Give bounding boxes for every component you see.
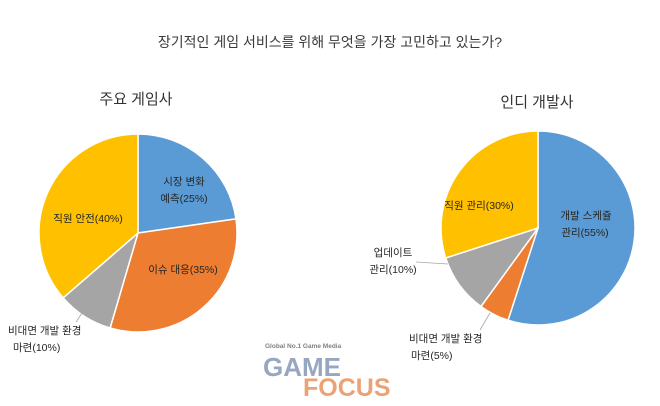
game-focus-logo: Global No.1 Game Media GAME FOCUS <box>263 343 391 402</box>
data-label-major-1: 시장 변화 <box>163 176 205 188</box>
pie-title-major-publishers: 주요 게임사 <box>99 91 172 108</box>
data-label-major-3: 마련(10%) <box>13 342 60 354</box>
data-label-major-3: 비대면 개발 환경 <box>8 324 81 337</box>
logo-word-game: GAME <box>263 352 341 382</box>
leader-line-major-3 <box>75 312 83 323</box>
data-label-indie-3: 업데이트 <box>374 246 413 259</box>
data-label-indie-4: 직원 관리(30%) <box>444 200 514 212</box>
pie-slice-major-1 <box>137 133 237 234</box>
data-label-indie-2: 마련(5%) <box>411 350 453 362</box>
data-label-indie-2: 비대면 개발 환경 <box>409 332 482 345</box>
logo-word-focus: FOCUS <box>303 374 391 402</box>
chart-title: 장기적인 게임 서비스를 위해 무엇을 가장 고민하고 있는가? <box>158 34 502 50</box>
data-label-indie-3: 관리(10%) <box>369 264 416 276</box>
data-label-major-2: 이슈 대응(35%) <box>148 264 218 276</box>
data-label-major-4: 직원 안전(40%) <box>53 213 123 225</box>
data-label-major-1: 예측(25%) <box>160 192 207 205</box>
leader-lines-indie-developers <box>415 261 491 331</box>
pie-slices-major-publishers <box>38 133 238 333</box>
data-label-indie-1: 관리(55%) <box>561 227 608 239</box>
pie-slices-indie-developers <box>440 130 636 326</box>
pie-slice-indie-4 <box>440 130 539 259</box>
pie-slice-major-4 <box>38 133 139 299</box>
pie-title-indie-developers: 인디 개발사 <box>500 94 573 111</box>
leader-line-indie-2 <box>479 312 491 331</box>
leader-line-indie-3 <box>415 261 449 265</box>
data-label-indie-1: 개발 스케쥴 <box>560 210 612 222</box>
pie-slice-major-2 <box>109 218 238 333</box>
logo-tagline: Global No.1 Game Media <box>265 343 342 350</box>
pie-slice-indie-1 <box>507 130 636 326</box>
leader-lines-major-publishers <box>75 312 83 323</box>
